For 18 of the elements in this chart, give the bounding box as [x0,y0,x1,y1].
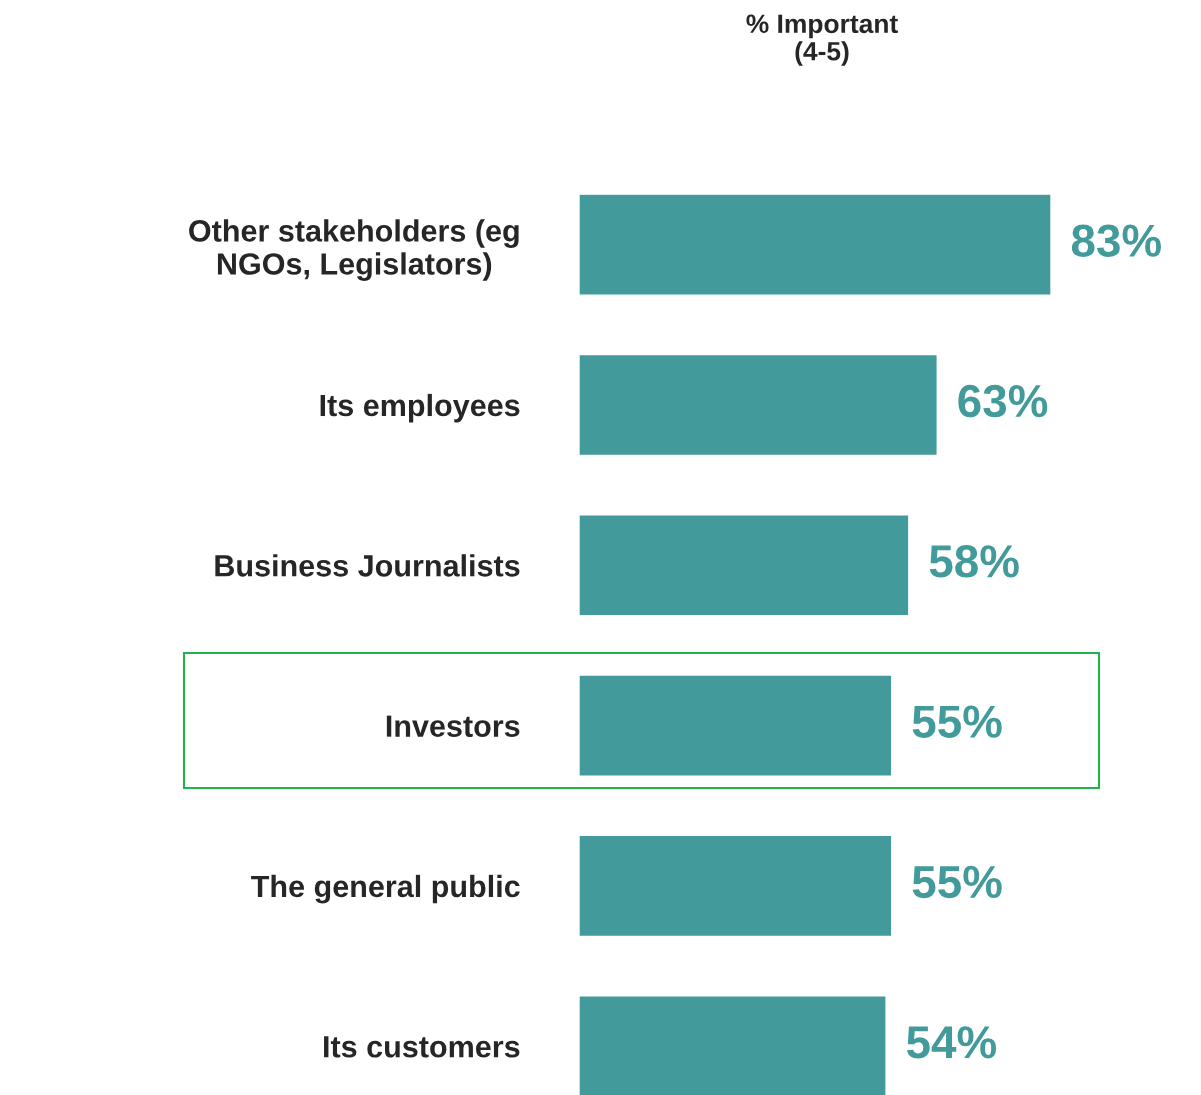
data-label: 55% [912,865,1002,899]
chart-title: % Important (4-5) [746,14,898,66]
y-tick-label: Other stakeholders (eg NGOs, Legislators) [189,219,519,281]
bar [579,193,1052,296]
data-label: 83% [1071,224,1161,258]
bar [579,834,893,938]
bar [579,353,938,457]
data-label: 58% [929,545,1019,578]
y-tick-label: The general public [251,874,520,904]
bar [579,674,893,777]
data-label: 63% [958,384,1048,418]
data-label: 55% [912,705,1002,738]
bar [579,514,910,617]
data-label: 54% [906,1026,997,1059]
y-tick-label: Business Journalists [215,554,520,577]
y-tick-label: Its employees [320,393,520,423]
y-tick-label: Its customers [324,1036,520,1058]
y-tick-label: Investors [386,715,520,737]
